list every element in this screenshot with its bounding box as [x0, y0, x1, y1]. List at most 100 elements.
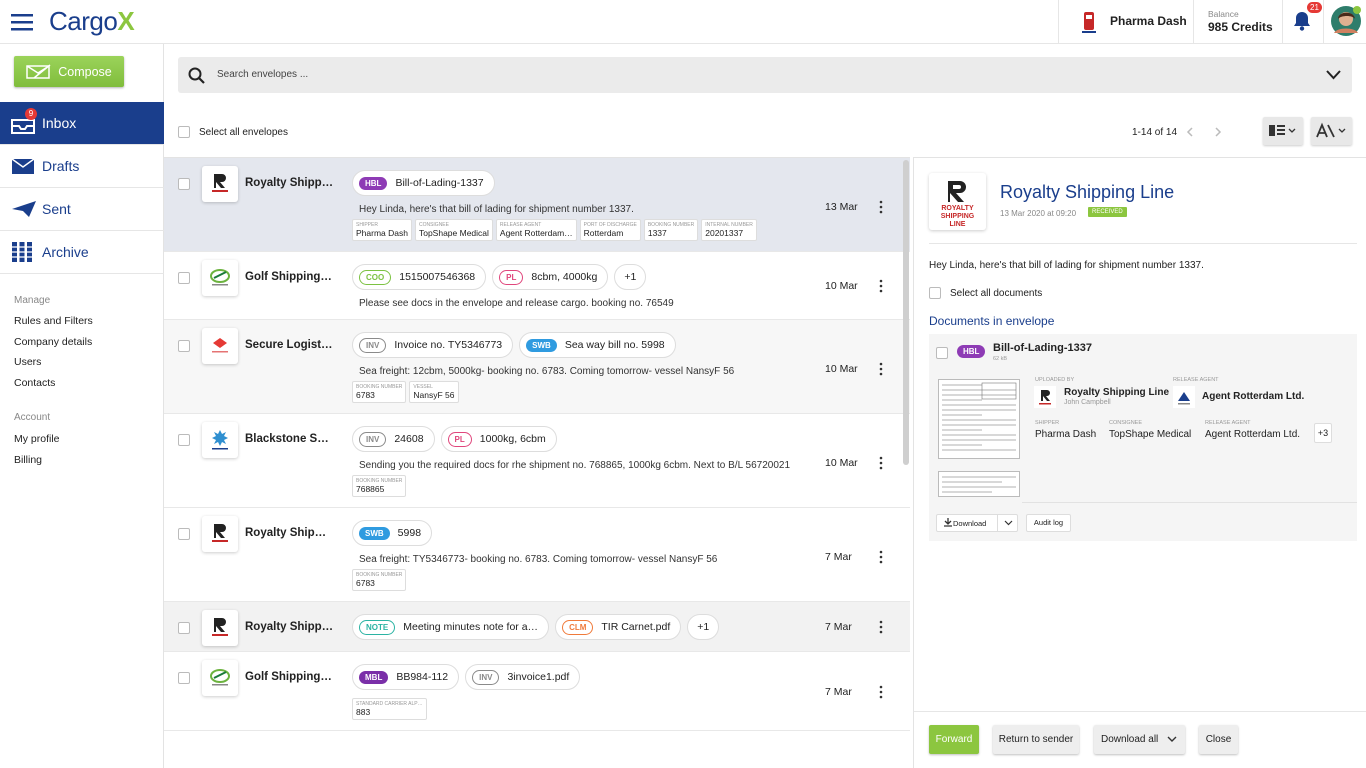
row-checkbox[interactable] [178, 528, 190, 540]
document-checkbox[interactable] [936, 347, 948, 359]
document-tags: NOTE Meeting minutes note for a… CLM TIR Ca… [352, 614, 910, 640]
document-preview[interactable] [938, 379, 1020, 464]
sidebar-link[interactable]: My profile [14, 433, 60, 445]
audit-log-button[interactable]: Audit log [1026, 514, 1071, 532]
field-value: Pharma Dash [1035, 429, 1097, 440]
row-checkbox[interactable] [178, 672, 190, 684]
uploader: John Campbell [1064, 399, 1111, 406]
document-tag[interactable]: PL 8cbm, 4000kg [492, 264, 609, 290]
row-checkbox[interactable] [178, 178, 190, 190]
envelope-row[interactable]: Golf Shipping… MBL BB984-112 INV 3invoice1.p… [164, 652, 910, 731]
document-tag[interactable]: PL 1000kg, 6cbm [440, 426, 557, 452]
document-tag[interactable]: MBL BB984-112 [352, 664, 460, 690]
document-tag[interactable]: NOTE Meeting minutes note for a… [352, 614, 550, 640]
field-label: SHIPPER [356, 222, 378, 228]
field: RELEASE AGENT Agent Rotterdam… [495, 219, 577, 241]
download-all-button[interactable]: Download all [1094, 725, 1185, 754]
envelope-row[interactable]: Royalty Shipp… HBL Bill-of-Lading-1337 Hey … [164, 158, 910, 252]
tag-type: HBL [359, 176, 388, 190]
scrollbar[interactable] [903, 160, 909, 465]
close-button[interactable]: Close [1199, 725, 1238, 754]
envelope-row[interactable]: Royalty Shipp… NOTE Meeting minutes note f… [164, 602, 910, 652]
layout-toggle[interactable] [1263, 117, 1303, 145]
document-tag[interactable]: INV 3invoice1.pdf [465, 664, 581, 690]
row-menu[interactable] [878, 279, 884, 298]
search-bar[interactable]: Search envelopes ... [178, 57, 1352, 93]
sidebar-link[interactable]: Rules and Filters [14, 315, 93, 327]
document-tag[interactable]: SWB Sea way bill no. 5998 [519, 332, 676, 358]
envelope-date: 10 Mar [825, 363, 858, 375]
tag-text: 24608 [394, 433, 424, 445]
nav-drafts[interactable]: Drafts [0, 145, 164, 188]
sidebar-link[interactable]: Billing [14, 453, 43, 466]
envelope-date: 10 Mar [825, 280, 858, 292]
compose-button[interactable]: Compose [14, 56, 124, 87]
avatar[interactable] [1330, 5, 1362, 37]
envelope-row[interactable]: Blackstone S… INV 24608 PL 1000kg, 6cbm Sendi… [164, 414, 910, 508]
row-checkbox[interactable] [178, 272, 190, 284]
select-documents-checkbox[interactable] [929, 287, 941, 299]
select-all-checkbox[interactable] [178, 126, 190, 138]
envelope-row[interactable]: Royalty Ship… SWB 5998 Sea freight: TY53467… [164, 508, 910, 602]
inbox-badge: 9 [25, 108, 37, 120]
return-button[interactable]: Return to sender [993, 725, 1079, 754]
tag-type: SWB [359, 526, 390, 540]
logo-mark [212, 618, 228, 636]
envelope-message: Please see docs in the envelope and rele… [359, 298, 674, 309]
pagination-arrows[interactable] [1186, 127, 1222, 137]
row-menu[interactable] [878, 550, 884, 569]
forward-button[interactable]: Forward [929, 725, 979, 754]
document-tag[interactable]: HBL Bill-of-Lading-1337 [352, 170, 495, 196]
row-checkbox[interactable] [178, 434, 190, 446]
sort-icon [1316, 122, 1346, 138]
download-button[interactable]: Download [936, 514, 1018, 532]
field-label: SHIPPER [1035, 420, 1060, 426]
notifications-button[interactable] [1293, 11, 1311, 31]
envelope-fields: SHIPPER Pharma Dash CONSIGNEE TopShape Medi… [352, 219, 910, 241]
row-menu[interactable] [878, 200, 884, 219]
sort-toggle[interactable] [1311, 117, 1352, 145]
row-checkbox[interactable] [178, 340, 190, 352]
document-tag[interactable]: INV Invoice no. TY5346773 [352, 332, 514, 358]
nav-sent[interactable]: Sent [0, 188, 164, 231]
separator [1282, 0, 1283, 44]
row-menu[interactable] [878, 362, 884, 381]
logo[interactable]: CargoX [49, 6, 135, 37]
logo-mark [1034, 386, 1056, 408]
document-tag[interactable]: INV 24608 [352, 426, 435, 452]
tag-text: 8cbm, 4000kg [531, 271, 598, 283]
tag-text: 1515007546368 [399, 271, 476, 283]
tag-type: INV [359, 337, 387, 353]
document-tag[interactable]: COO 1515007546368 [352, 264, 487, 290]
document-tag[interactable]: SWB 5998 [352, 520, 433, 546]
row-menu[interactable] [878, 456, 884, 475]
menu-button[interactable] [11, 13, 33, 31]
search-expand[interactable] [1326, 70, 1341, 80]
more-fields[interactable]: +3 [1314, 423, 1332, 443]
sidebar-link[interactable]: Contacts [14, 377, 56, 390]
row-checkbox[interactable] [178, 622, 190, 634]
kebab-icon [879, 456, 883, 470]
layout-icon [1269, 125, 1296, 136]
document-tag[interactable]: +1 [687, 614, 720, 640]
document-tag[interactable]: CLM TIR Carnet.pdf [555, 614, 682, 640]
nav-inbox[interactable]: Inbox 9 [0, 102, 164, 145]
compose-icon [26, 63, 51, 79]
envelope-fields: STANDARD CARRIER ALP… 883 [352, 698, 910, 720]
row-menu[interactable] [878, 685, 884, 704]
envelope-row[interactable]: Golf Shipping… COO 1515007546368 PL 8cbm, 40… [164, 252, 910, 320]
sidebar-link[interactable]: Company details [14, 335, 93, 348]
icon [944, 518, 952, 527]
field-value: TopShape Medical [1109, 429, 1192, 440]
nav-archive[interactable]: Archive [0, 231, 164, 274]
detail-date: 13 Mar 2020 at 09:20 [1000, 209, 1077, 218]
detail-message: Hey Linda, here's that bill of lading fo… [929, 260, 1204, 271]
envelope-row[interactable]: Secure Logist… INV Invoice no. TY5346773 SW… [164, 320, 910, 414]
company-name[interactable]: Pharma Dash [1110, 14, 1187, 28]
document-preview[interactable] [938, 471, 1020, 502]
field-value: Rotterdam [583, 228, 624, 238]
sidebar-link[interactable]: Users [14, 356, 42, 369]
download-menu[interactable] [997, 515, 1018, 531]
document-tag[interactable]: +1 [614, 264, 647, 290]
row-menu[interactable] [878, 620, 884, 639]
